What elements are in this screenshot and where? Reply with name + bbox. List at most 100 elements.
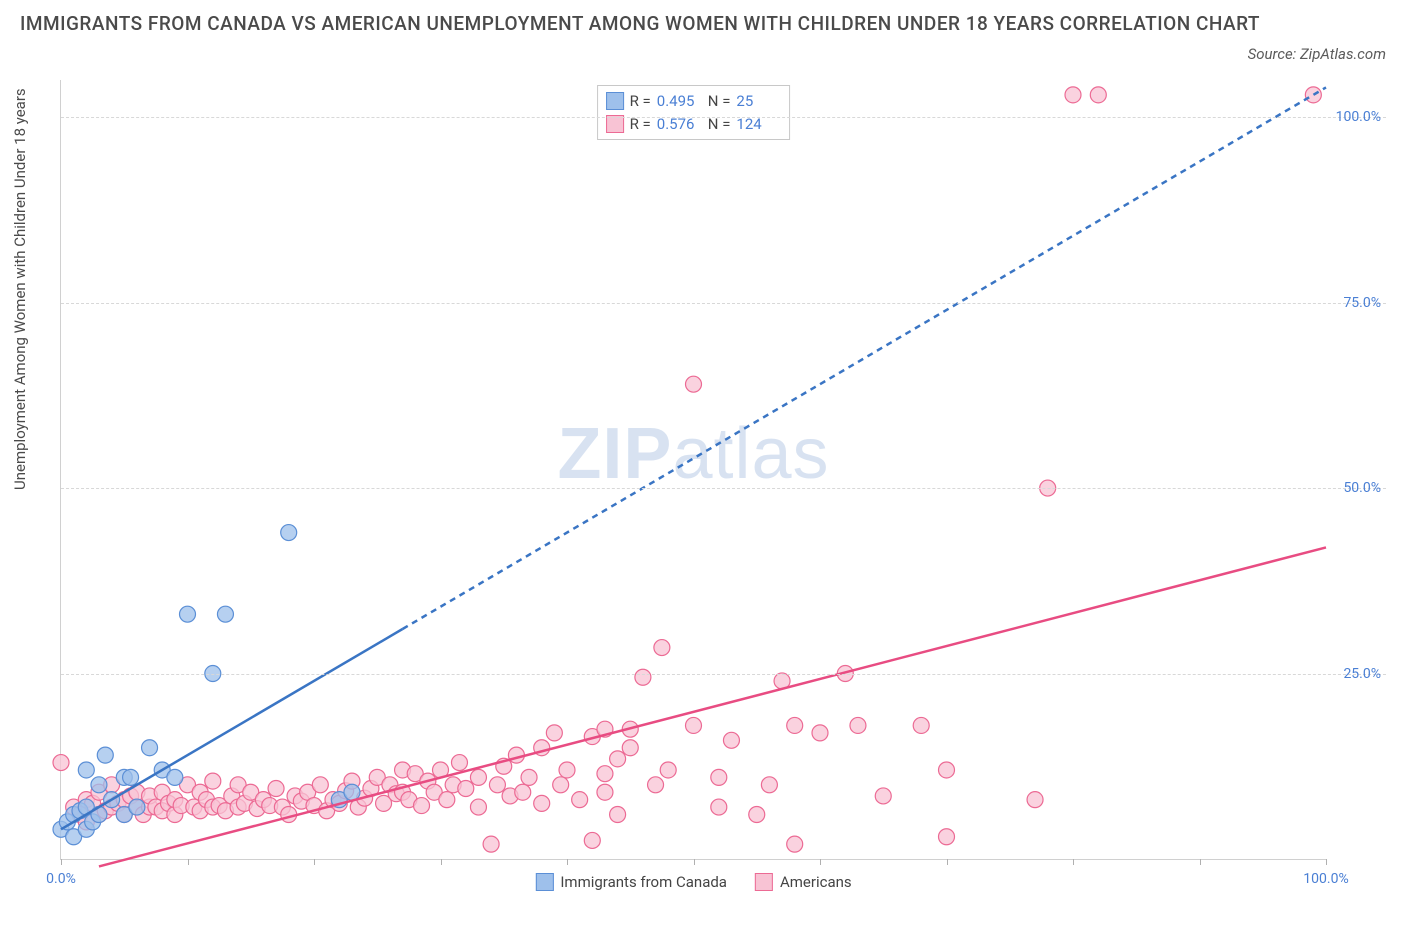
- scatter-point: [749, 806, 765, 822]
- scatter-point: [553, 777, 569, 793]
- scatter-point: [91, 777, 107, 793]
- scatter-point: [78, 762, 94, 778]
- scatter-point: [180, 606, 196, 622]
- trend-line: [403, 87, 1326, 629]
- r-label: R =: [630, 90, 651, 113]
- bottom-legend: Immigrants from Canada Americans: [535, 873, 851, 891]
- scatter-point: [584, 832, 600, 848]
- scatter-point: [470, 799, 486, 815]
- chart-title: IMMIGRANTS FROM CANADA VS AMERICAN UNEMP…: [20, 10, 1386, 39]
- legend-label-blue: Immigrants from Canada: [560, 873, 727, 891]
- r-value-blue: 0.495: [657, 90, 702, 113]
- scatter-point: [648, 777, 664, 793]
- scatter-point: [129, 799, 145, 815]
- stats-row-blue: R = 0.495 N = 25: [606, 90, 782, 113]
- gridline: [61, 303, 1386, 304]
- chart-container: Unemployment Among Women with Children U…: [50, 80, 1386, 900]
- plot-area: ZIPatlas R = 0.495 N = 25 R = 0.576 N = …: [60, 80, 1326, 860]
- gridline: [61, 117, 1386, 118]
- scatter-point: [610, 806, 626, 822]
- scatter-point: [546, 725, 562, 741]
- gridline: [61, 488, 1386, 489]
- scatter-point: [610, 751, 626, 767]
- scatter-point: [812, 725, 828, 741]
- r-value-pink: 0.576: [657, 113, 702, 136]
- scatter-point: [458, 781, 474, 797]
- scatter-point: [489, 777, 505, 793]
- legend-label-pink: Americans: [780, 873, 852, 891]
- scatter-point: [439, 792, 455, 808]
- scatter-point: [711, 799, 727, 815]
- x-tick: [1326, 859, 1327, 865]
- scatter-point: [913, 717, 929, 733]
- y-tick-label: 100.0%: [1336, 109, 1381, 125]
- scatter-point: [1090, 87, 1106, 103]
- scatter-point: [660, 762, 676, 778]
- n-value-blue: 25: [736, 90, 781, 113]
- scatter-point: [1027, 792, 1043, 808]
- plot-svg: [61, 80, 1326, 859]
- legend-item-pink: Americans: [755, 873, 852, 891]
- scatter-point: [205, 773, 221, 789]
- n-label: N =: [708, 113, 731, 136]
- gridline: [61, 674, 1386, 675]
- scatter-point: [142, 740, 158, 756]
- scatter-point: [515, 784, 531, 800]
- scatter-point: [787, 836, 803, 852]
- scatter-point: [597, 766, 613, 782]
- scatter-point: [572, 792, 588, 808]
- scatter-point: [470, 769, 486, 785]
- y-tick-label: 25.0%: [1343, 666, 1381, 682]
- x-tick: [567, 859, 568, 865]
- scatter-point: [654, 640, 670, 656]
- x-tick: [947, 859, 948, 865]
- x-tick: [441, 859, 442, 865]
- scatter-point: [167, 769, 183, 785]
- scatter-point: [939, 829, 955, 845]
- r-label: R =: [630, 113, 651, 136]
- y-tick-label: 75.0%: [1343, 295, 1381, 311]
- x-tick: [820, 859, 821, 865]
- stats-legend: R = 0.495 N = 25 R = 0.576 N = 124: [597, 85, 791, 140]
- scatter-point: [622, 740, 638, 756]
- n-label: N =: [708, 90, 731, 113]
- y-tick-label: 50.0%: [1343, 480, 1381, 496]
- scatter-point: [451, 755, 467, 771]
- x-tick: [1073, 859, 1074, 865]
- scatter-point: [414, 798, 430, 814]
- scatter-point: [761, 777, 777, 793]
- scatter-point: [1305, 87, 1321, 103]
- scatter-point: [711, 769, 727, 785]
- x-tick: [694, 859, 695, 865]
- scatter-point: [686, 717, 702, 733]
- scatter-point: [97, 747, 113, 763]
- y-axis-title: Unemployment Among Women with Children U…: [11, 88, 29, 490]
- x-tick: [314, 859, 315, 865]
- scatter-point: [597, 784, 613, 800]
- scatter-point: [939, 762, 955, 778]
- scatter-point: [123, 769, 139, 785]
- x-tick-label: 100.0%: [1303, 871, 1348, 887]
- scatter-point: [53, 755, 69, 771]
- scatter-point: [91, 806, 107, 822]
- scatter-point: [312, 777, 328, 793]
- scatter-point: [559, 762, 575, 778]
- x-tick: [61, 859, 62, 865]
- x-tick-label: 0.0%: [46, 871, 76, 887]
- legend-item-blue: Immigrants from Canada: [535, 873, 727, 891]
- legend-swatch-blue: [606, 92, 624, 110]
- source-attribution: Source: ZipAtlas.com: [1248, 45, 1386, 63]
- legend-swatch-blue-icon: [535, 873, 553, 891]
- scatter-point: [723, 732, 739, 748]
- stats-row-pink: R = 0.576 N = 124: [606, 113, 782, 136]
- scatter-point: [483, 836, 499, 852]
- scatter-point: [875, 788, 891, 804]
- scatter-point: [1065, 87, 1081, 103]
- scatter-point: [534, 795, 550, 811]
- scatter-point: [344, 784, 360, 800]
- trend-line: [99, 547, 1326, 866]
- legend-swatch-pink-icon: [755, 873, 773, 891]
- scatter-point: [521, 769, 537, 785]
- scatter-point: [217, 606, 233, 622]
- scatter-point: [508, 747, 524, 763]
